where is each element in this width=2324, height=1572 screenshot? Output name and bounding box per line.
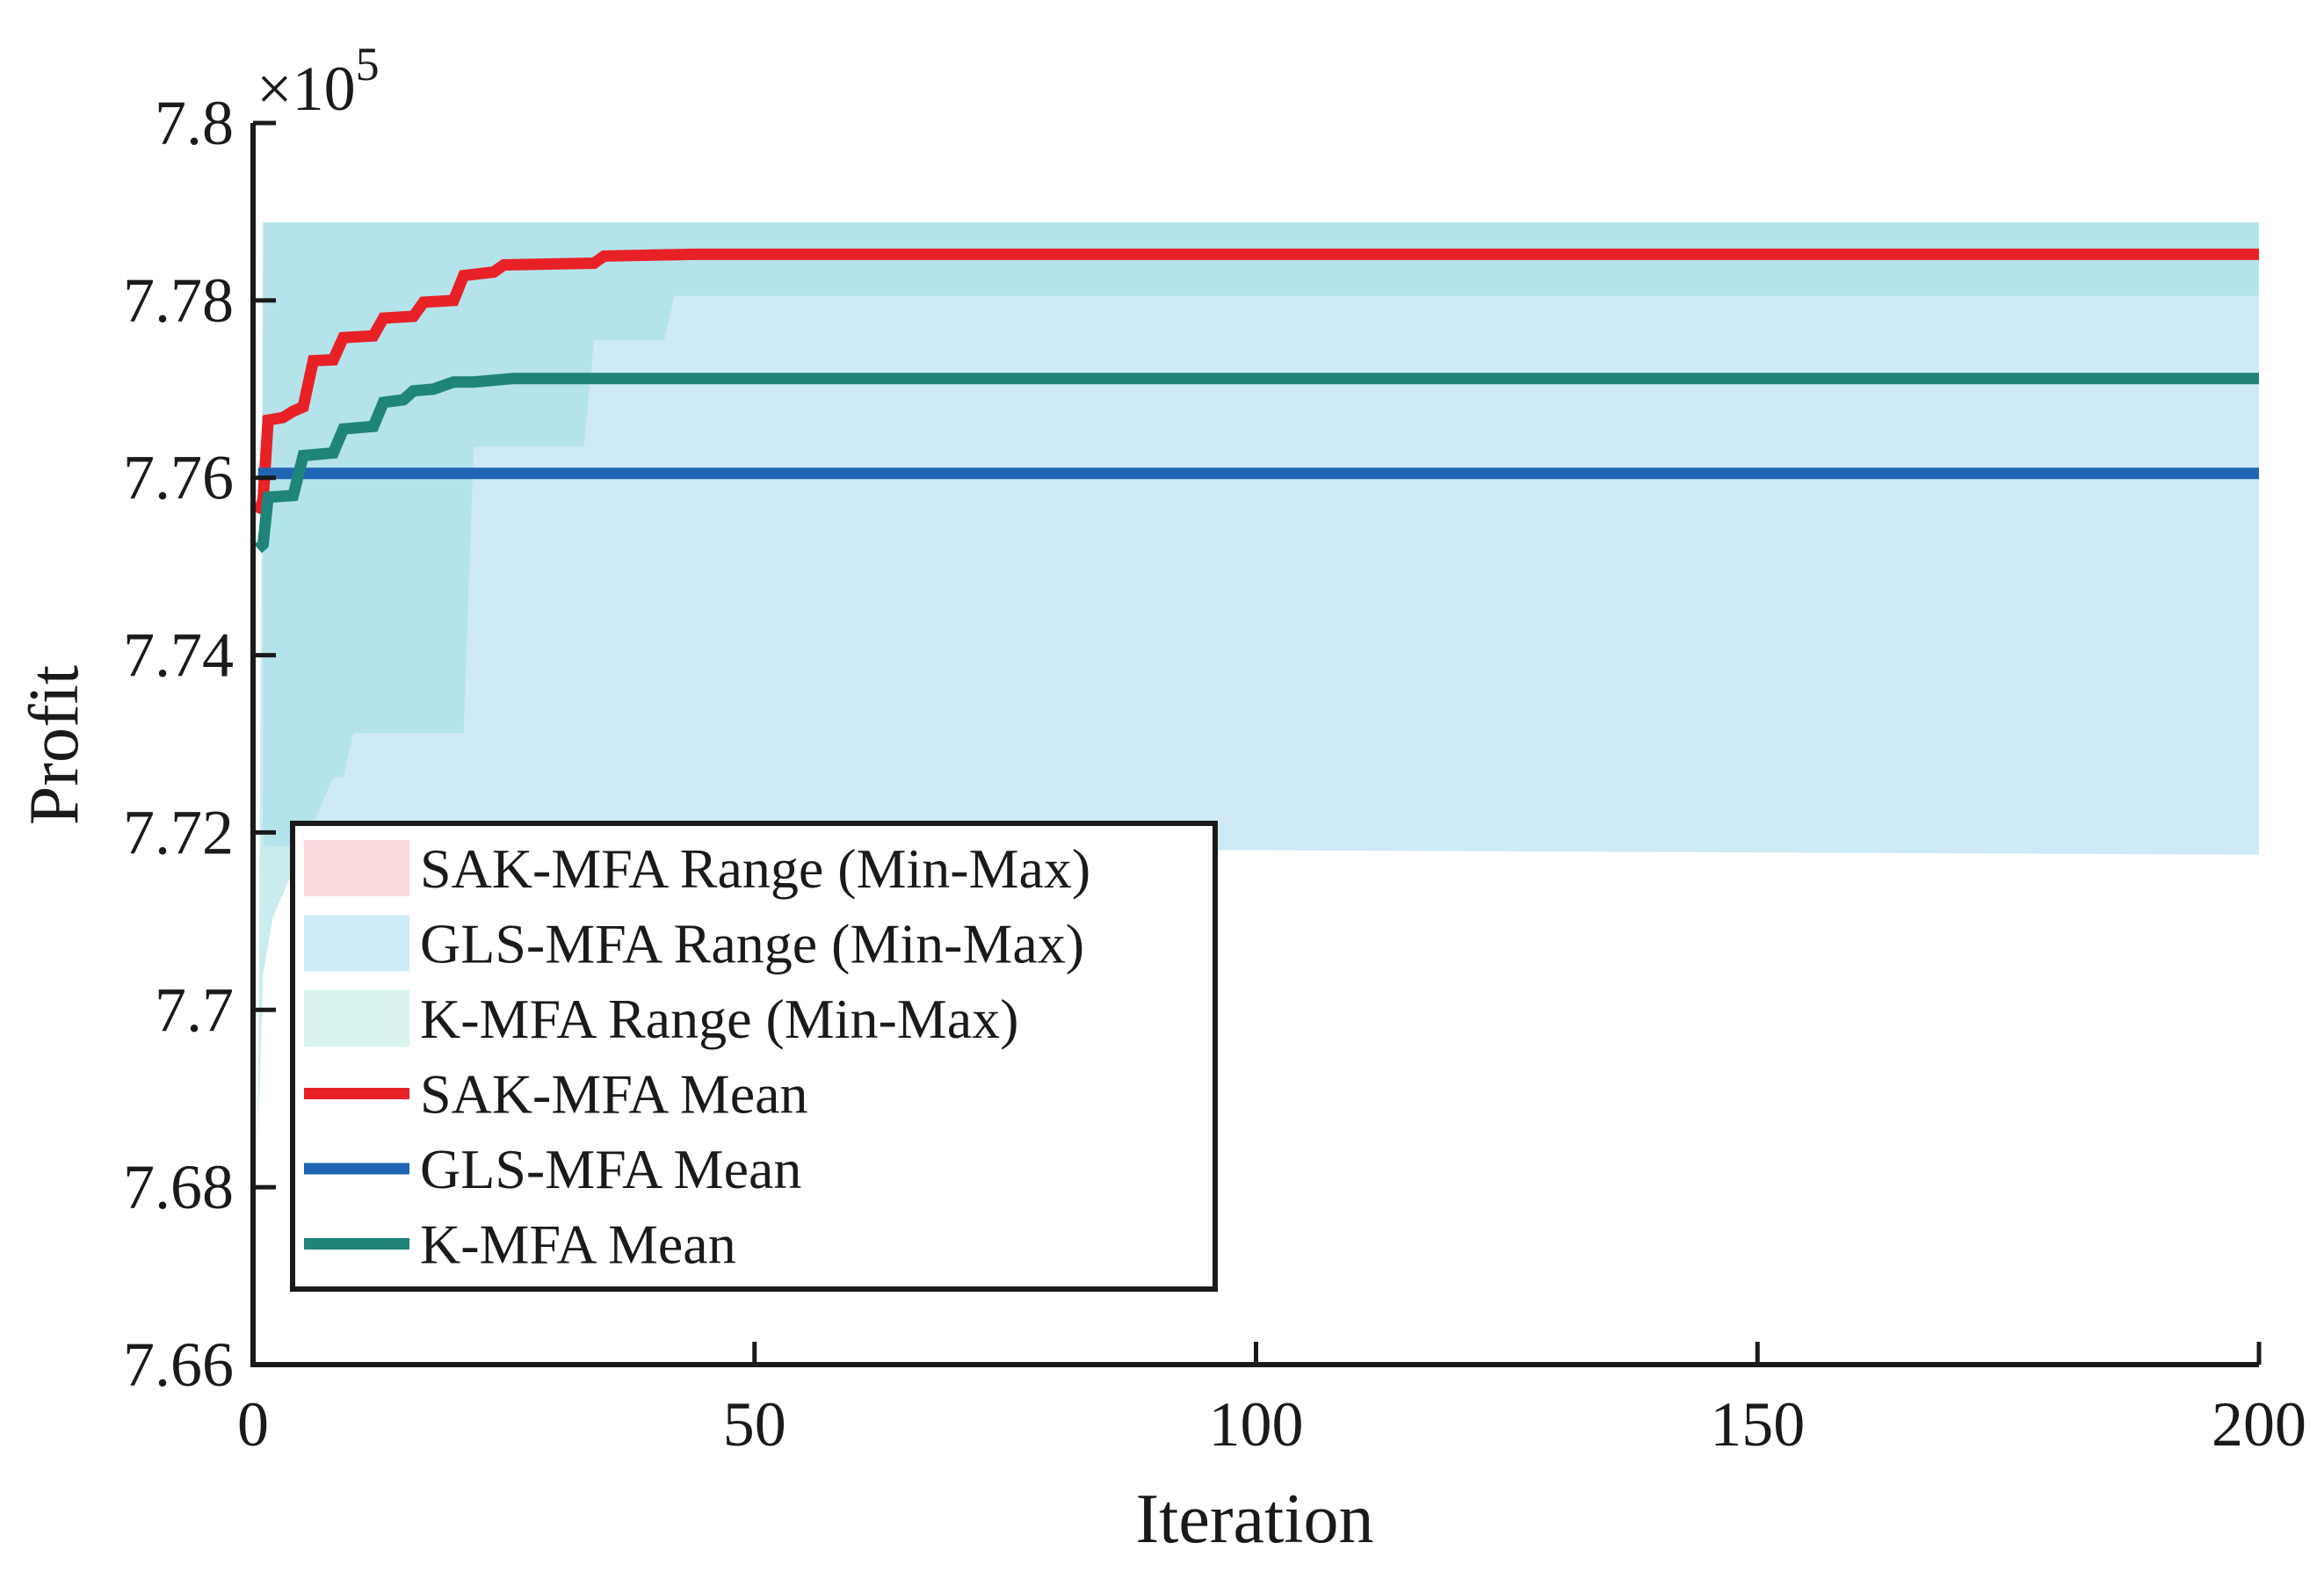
y-tick-label: 7.7 xyxy=(155,974,234,1045)
y-tick-label: 7.76 xyxy=(123,443,234,513)
y-exponent-label: ×105 xyxy=(257,38,380,124)
mean-line-2 xyxy=(254,373,2259,554)
x-tick-label: 100 xyxy=(1209,1389,1304,1460)
range-band-2 xyxy=(257,222,2260,1143)
y-tick-label: 7.74 xyxy=(123,620,234,691)
legend-label: K-MFA Mean xyxy=(420,1213,736,1276)
x-tick-label: 200 xyxy=(2212,1389,2306,1460)
y-exponent-base: ×10 xyxy=(257,54,356,124)
x-axis-label: Iteration xyxy=(1136,1481,1374,1558)
x-tick-label: 50 xyxy=(723,1389,786,1460)
y-tick-label: 7.78 xyxy=(123,265,234,336)
x-tick-label: 150 xyxy=(1710,1389,1805,1460)
legend: SAK-MFA Range (Min-Max) GLS-MFA Range (Mi… xyxy=(290,821,1218,1292)
ticks: 0 50 100 150 200 7.66 7.68 7.7 7.72 7.74 7.76 7.78 7… xyxy=(123,88,2306,1460)
legend-label: SAK-MFA Range (Min-Max) xyxy=(420,837,1090,900)
legend-label: K-MFA Range (Min-Max) xyxy=(420,988,1018,1050)
legend-label: GLS-MFA Range (Min-Max) xyxy=(420,913,1084,975)
legend-swatch-range xyxy=(304,990,409,1047)
legend-box xyxy=(290,821,1218,1292)
legend-label: SAK-MFA Mean xyxy=(420,1063,808,1126)
legend-label: GLS-MFA Mean xyxy=(420,1138,801,1200)
y-axis-label: Profit xyxy=(16,665,93,825)
y-tick-label: 7.68 xyxy=(123,1152,234,1222)
mean-lines xyxy=(252,248,2259,554)
x-tick-label: 0 xyxy=(237,1389,269,1460)
y-exponent-power: 5 xyxy=(356,38,380,91)
legend-swatch-range xyxy=(304,915,409,972)
mean-line-0 xyxy=(252,248,2259,516)
y-tick-label: 7.72 xyxy=(123,797,234,867)
y-tick-label: 7.66 xyxy=(123,1329,234,1400)
legend-swatch-range xyxy=(304,840,409,896)
y-tick-label: 7.8 xyxy=(155,88,234,158)
